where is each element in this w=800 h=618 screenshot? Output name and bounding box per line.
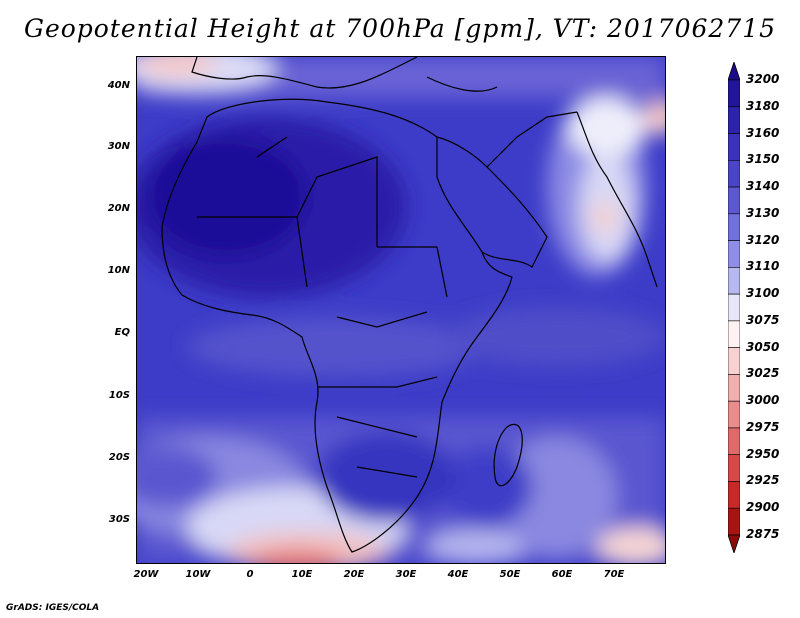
- lat-label-20n: 20N: [107, 203, 130, 214]
- lat-label-eq: EQ: [114, 327, 130, 338]
- lat-label-10n: 10N: [107, 265, 130, 276]
- colorbar-level-label: 3140: [746, 179, 780, 194]
- colorbar-level-label: 3100: [746, 286, 780, 301]
- colorbar-level-label: 3160: [746, 125, 780, 140]
- lon-label-60e: 60E: [551, 569, 573, 580]
- colorbar: [728, 62, 740, 553]
- colorbar-segment: [728, 454, 740, 482]
- colorbar-segment: [728, 347, 740, 375]
- colorbar-segment: [728, 320, 740, 348]
- colorbar-arrow-top-icon: [728, 62, 740, 81]
- colorbar-level-label: 3000: [746, 393, 780, 408]
- lat-label-10s: 10S: [108, 390, 130, 401]
- lat-label-30n: 30N: [107, 141, 130, 152]
- colorbar-level-label: 2950: [746, 446, 780, 461]
- colorbar-level-label: 3200: [746, 72, 780, 86]
- colorbar-segment: [728, 186, 740, 215]
- colorbar-segment: [728, 133, 740, 161]
- colorbar-arrow-bottom-icon: [728, 534, 740, 553]
- colorbar-segment: [728, 507, 740, 536]
- colorbar-level-label: 2900: [746, 500, 780, 515]
- colorbar-segment: [728, 213, 740, 241]
- colorbar-level-label: 3120: [746, 232, 780, 247]
- colorbar-level-label: 2875: [746, 527, 780, 541]
- lon-label-20e: 20E: [343, 569, 365, 580]
- coastlines: [161, 57, 658, 553]
- lon-label-70e: 70E: [603, 569, 625, 580]
- colorbar-level-label: 3180: [746, 98, 780, 113]
- colorbar-level-label: 3025: [746, 366, 780, 381]
- lat-label-30s: 30S: [108, 514, 130, 525]
- lon-label-30e: 30E: [395, 569, 417, 580]
- lat-label-40n: 40N: [107, 80, 130, 91]
- map-panel: [136, 56, 666, 564]
- field-smooth: [137, 57, 665, 563]
- colorbar-level-label: 2975: [746, 419, 780, 434]
- colorbar-level-label: 3110: [746, 259, 780, 274]
- colorbar-level-label: 3130: [746, 205, 780, 220]
- colorbar-segment: [728, 481, 740, 509]
- lat-label-20s: 20S: [108, 452, 130, 463]
- colorbar-segment: [728, 400, 740, 429]
- lon-label-10w: 10W: [185, 569, 211, 580]
- colorbar-level-label: 2925: [746, 473, 780, 488]
- colorbar-level-label: 3050: [746, 339, 780, 354]
- lon-label-40e: 40E: [447, 569, 469, 580]
- colorbar-segment: [728, 106, 740, 134]
- colorbar-segment: [728, 374, 740, 402]
- map-title: Geopotential Height at 700hPa [gpm], VT:…: [23, 14, 777, 43]
- colorbar-segment: [728, 267, 740, 295]
- lon-label-0: 0: [246, 569, 254, 580]
- colorbar-segment: [728, 240, 740, 268]
- grads-credit: GrADS: IGES/COLA: [6, 603, 100, 613]
- colorbar-segment: [728, 427, 740, 456]
- lon-label-10e: 10E: [291, 569, 313, 580]
- lon-label-20w: 20W: [133, 569, 159, 580]
- colorbar-segment: [728, 79, 740, 108]
- colorbar-segment: [728, 159, 740, 188]
- colorbar-level-label: 3150: [746, 152, 780, 167]
- height-field: [137, 57, 665, 563]
- lon-label-50e: 50E: [499, 569, 521, 580]
- colorbar-level-label: 3075: [746, 312, 780, 327]
- colorbar-segment: [728, 293, 740, 322]
